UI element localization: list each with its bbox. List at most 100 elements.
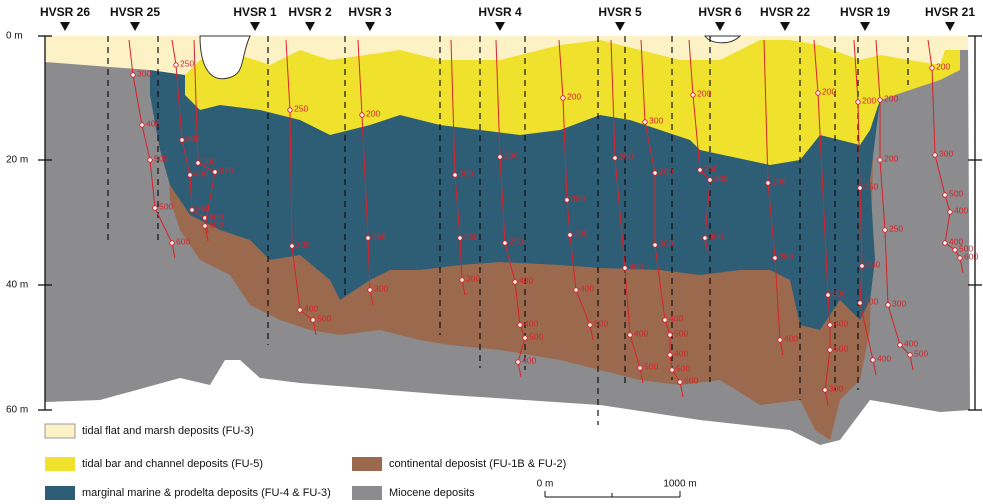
- velocity-point: [826, 293, 830, 297]
- station-marker: [495, 22, 505, 31]
- velocity-point: [458, 236, 462, 240]
- velocity-point: [140, 123, 144, 127]
- velocity-label: 300: [832, 288, 846, 298]
- velocity-point: [298, 308, 302, 312]
- legend-label: marginal marine & prodelta deposits (FU-…: [82, 487, 331, 499]
- velocity-label: 200: [567, 91, 581, 101]
- velocity-point: [188, 173, 192, 177]
- velocity-point: [816, 91, 820, 95]
- station-marker: [305, 22, 315, 31]
- velocity-point: [453, 173, 457, 177]
- station-marker: [715, 22, 725, 31]
- velocity-point: [823, 388, 827, 392]
- velocity-label: 500: [949, 188, 963, 198]
- velocity-point: [773, 256, 777, 260]
- velocity-point: [174, 63, 178, 67]
- velocity-label: 400: [519, 275, 533, 285]
- velocity-label: 300: [892, 298, 906, 308]
- velocity-label: 300: [466, 273, 480, 283]
- velocity-point: [366, 236, 370, 240]
- velocity-point: [148, 158, 152, 162]
- velocity-label: 200: [619, 151, 633, 161]
- velocity-point: [703, 236, 707, 240]
- velocity-label: 300: [829, 383, 843, 393]
- velocity-label: 500: [209, 219, 223, 229]
- velocity-point: [653, 243, 657, 247]
- velocity-point: [290, 244, 294, 248]
- velocity-label: 400: [954, 205, 968, 215]
- station-marker: [860, 22, 870, 31]
- station-label: HVSR 6: [698, 5, 742, 19]
- depth-label: 20 m: [6, 155, 28, 166]
- velocity-label: 400: [629, 261, 643, 271]
- velocity-label: 200: [504, 150, 518, 160]
- station-label: HVSR 25: [110, 5, 160, 19]
- velocity-label: 250: [704, 163, 718, 173]
- velocity-label: 400: [669, 313, 683, 323]
- station-marker: [945, 22, 955, 31]
- legend-swatch: [352, 457, 382, 471]
- station-marker: [615, 22, 625, 31]
- velocity-point: [288, 108, 292, 112]
- velocity-label: 300: [649, 115, 663, 125]
- velocity-label: 200: [772, 176, 786, 186]
- velocity-point: [871, 358, 875, 362]
- velocity-point: [638, 366, 642, 370]
- velocity-point: [708, 178, 712, 182]
- velocity-point: [574, 288, 578, 292]
- velocity-label: 200: [936, 61, 950, 71]
- legend-swatch: [45, 457, 75, 471]
- velocity-point: [883, 228, 887, 232]
- velocity-label: 250: [571, 193, 585, 203]
- velocity-point: [943, 193, 947, 197]
- velocity-point: [930, 66, 934, 70]
- station-marker: [780, 22, 790, 31]
- station-label: HVSR 26: [40, 5, 90, 19]
- velocity-point: [311, 318, 315, 322]
- velocity-label: 400: [877, 353, 891, 363]
- velocity-point: [623, 266, 627, 270]
- velocity-point: [828, 348, 832, 352]
- depth-label: 0 m: [6, 31, 23, 42]
- velocity-label: 400: [304, 303, 318, 313]
- velocity-point: [858, 301, 862, 305]
- legend-swatch: [45, 486, 75, 500]
- scale-label: 1000 m: [663, 479, 696, 490]
- velocity-point: [643, 120, 647, 124]
- velocity-point: [628, 333, 632, 337]
- velocity-point: [203, 224, 207, 228]
- velocity-point: [588, 323, 592, 327]
- station-label: HVSR 4: [478, 5, 522, 19]
- velocity-point: [613, 156, 617, 160]
- velocity-label: 500: [159, 201, 173, 211]
- station-label: HVSR 22: [760, 5, 810, 19]
- station-marker: [60, 22, 70, 31]
- velocity-label: 400: [194, 168, 208, 178]
- velocity-point: [190, 208, 194, 212]
- velocity-point: [561, 96, 565, 100]
- velocity-point: [778, 338, 782, 342]
- velocity-label: 500: [594, 318, 608, 328]
- velocity-label: 200: [822, 86, 836, 96]
- station-label: HVSR 5: [598, 5, 642, 19]
- velocity-point: [503, 241, 507, 245]
- velocity-label: 400: [904, 338, 918, 348]
- velocity-point: [663, 318, 667, 322]
- velocity-label: 250: [889, 223, 903, 233]
- velocity-point: [953, 248, 957, 252]
- velocity-label: 300: [939, 148, 953, 158]
- velocity-label: 250: [509, 236, 523, 246]
- station-label: HVSR 2: [288, 5, 332, 19]
- velocity-label: 300: [374, 283, 388, 293]
- velocity-point: [498, 155, 502, 159]
- station-marker: [250, 22, 260, 31]
- depth-label: 60 m: [6, 405, 28, 416]
- velocity-label: 500: [834, 343, 848, 353]
- legend-label: tidal bar and channel deposits (FU-5): [82, 458, 263, 470]
- velocity-point: [565, 198, 569, 202]
- velocity-label: 500: [317, 313, 331, 323]
- velocity-point: [678, 380, 682, 384]
- velocity-label: 500: [674, 328, 688, 338]
- velocity-label: 300: [137, 68, 151, 78]
